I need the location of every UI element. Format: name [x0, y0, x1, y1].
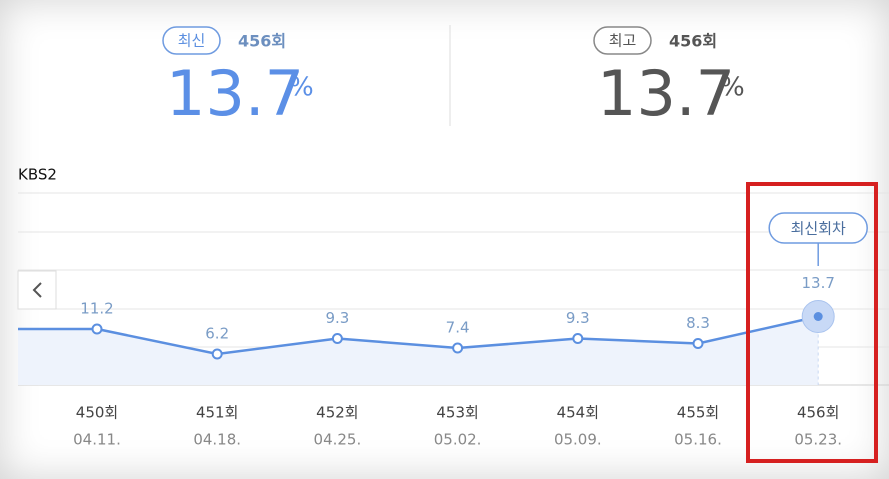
latest-episode: 456회: [238, 32, 286, 51]
latest-badge: 최신: [178, 32, 206, 50]
badge-outline: [162, 26, 221, 55]
date-label: 05.23.: [794, 431, 842, 449]
annotation: 최신회차: [791, 220, 846, 238]
best-unit: %: [720, 73, 745, 103]
prev-button[interactable]: [17, 270, 57, 310]
best-badge: 최고: [609, 32, 637, 50]
date-label: 05.16.: [674, 431, 722, 449]
point: [452, 342, 464, 354]
value-label: 9.3: [325, 309, 349, 327]
value-label: 6.2: [205, 325, 229, 343]
x-tick-label: 452회: [316, 404, 358, 422]
value-label: 7.4: [446, 319, 470, 337]
point: [572, 333, 584, 344]
x-tick-label: 455회: [677, 404, 719, 422]
area: [18, 316, 819, 385]
date-label: 04.18.: [193, 431, 241, 449]
point: [331, 333, 343, 344]
value-label: 8.3: [686, 314, 710, 332]
badge-outline: [593, 26, 652, 55]
x-tick-label: 451회: [196, 404, 238, 422]
x-tick-label: 450회: [76, 404, 118, 422]
date-label: 04.25.: [314, 431, 362, 449]
date-label: 05.09.: [554, 431, 602, 449]
point: [692, 338, 704, 349]
prev-icon: [32, 282, 42, 298]
best-value: 13.7: [597, 57, 735, 130]
x-tick-label: 454회: [557, 404, 599, 422]
annotation-box: [768, 212, 868, 244]
date-label: 05.02.: [434, 431, 482, 449]
highlight-box: [746, 182, 878, 463]
point: [91, 323, 103, 335]
x-tick-label: 453회: [436, 404, 478, 422]
latest-value: 13.7: [166, 57, 304, 130]
value-label: 9.3: [566, 309, 590, 327]
chart-title: KBS2: [18, 166, 57, 184]
point: [211, 348, 223, 360]
x-tick-label: 456회: [797, 404, 839, 422]
point: [813, 312, 823, 321]
date-label: 04.11.: [73, 431, 121, 449]
best-episode: 456회: [669, 32, 717, 51]
latest-unit: %: [289, 73, 314, 103]
value-label: 13.7: [801, 274, 834, 292]
value-label: 11.2: [80, 300, 113, 318]
